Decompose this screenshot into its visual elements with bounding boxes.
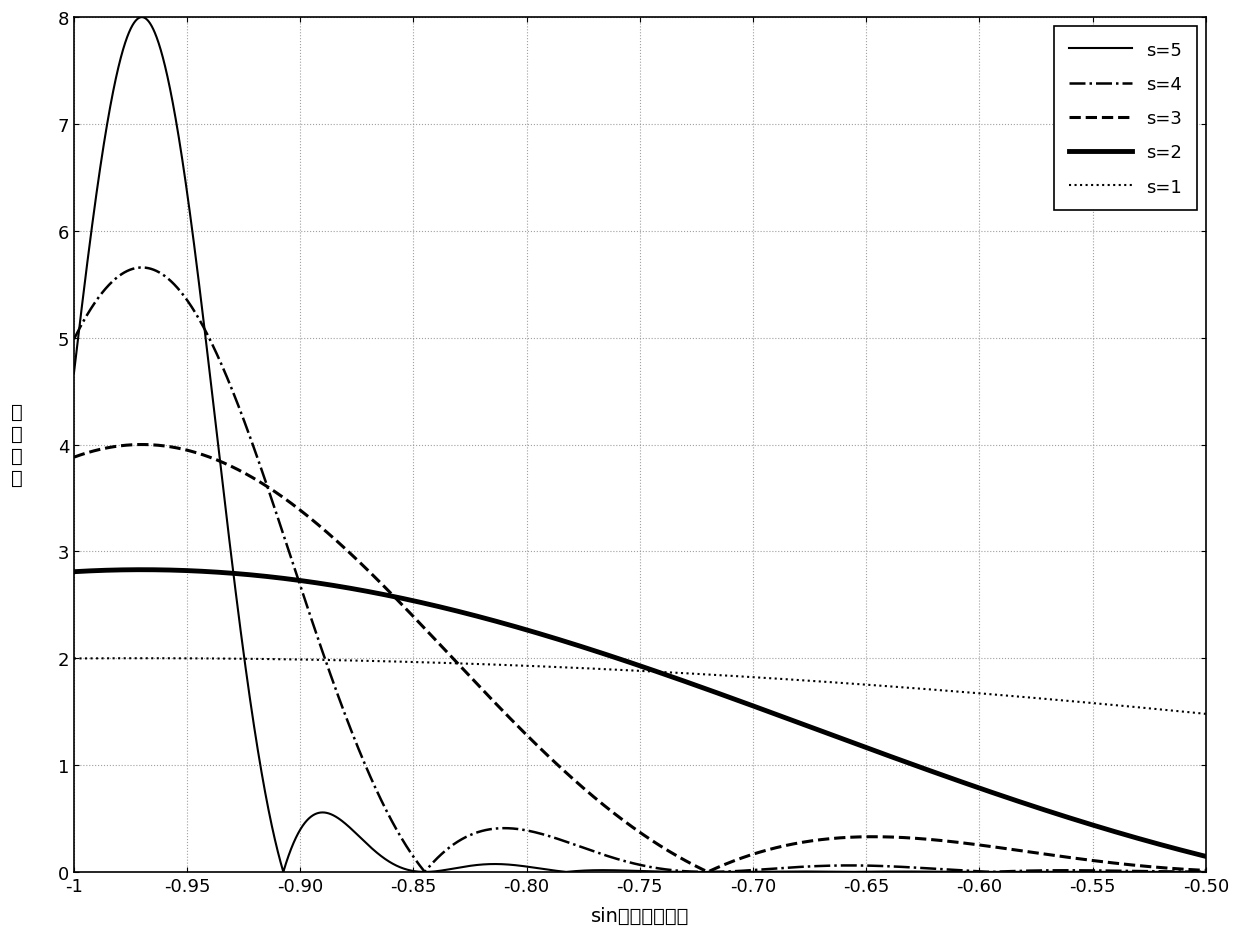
s=2 — [67, 566, 82, 578]
s=2 — [134, 564, 149, 576]
s=4 — [737, 865, 751, 876]
s=3 — [906, 833, 921, 844]
s=1 — [67, 653, 82, 665]
Line: s=3: s=3 — [74, 445, 1205, 872]
s=5 — [476, 859, 491, 870]
s=4 — [906, 862, 921, 873]
s=1 — [966, 687, 981, 698]
s=1 — [1198, 709, 1213, 720]
s=3 — [124, 440, 139, 451]
s=4 — [124, 265, 139, 276]
s=4 — [1198, 866, 1213, 877]
s=5 — [124, 23, 139, 35]
s=3 — [67, 452, 82, 463]
X-axis label: sin（物理角度）: sin（物理角度） — [590, 906, 689, 925]
s=2 — [476, 613, 491, 624]
s=3 — [134, 439, 149, 450]
s=3 — [786, 839, 801, 850]
s=2 — [966, 781, 981, 792]
s=2 — [786, 715, 801, 726]
s=4 — [476, 825, 491, 836]
s=3 — [701, 867, 715, 878]
s=3 — [476, 686, 491, 697]
s=2 — [124, 564, 139, 576]
Y-axis label: 波
束
增
益: 波 束 增 益 — [11, 402, 22, 488]
s=1 — [134, 653, 149, 665]
Legend: s=5, s=4, s=3, s=2, s=1: s=5, s=4, s=3, s=2, s=1 — [1054, 27, 1197, 211]
s=1 — [905, 682, 920, 694]
s=1 — [737, 671, 751, 682]
s=4 — [67, 334, 82, 345]
s=5 — [134, 12, 149, 23]
Line: s=1: s=1 — [74, 659, 1205, 714]
s=3 — [966, 839, 981, 850]
s=2 — [905, 759, 920, 770]
Line: s=4: s=4 — [74, 269, 1205, 872]
s=5 — [1198, 867, 1213, 878]
s=1 — [124, 653, 139, 665]
s=3 — [737, 852, 751, 863]
s=5 — [786, 866, 801, 877]
Line: s=5: s=5 — [74, 18, 1205, 872]
s=1 — [786, 674, 801, 685]
s=4 — [134, 263, 149, 274]
s=5 — [701, 867, 715, 878]
s=5 — [67, 368, 82, 379]
s=4 — [966, 866, 981, 877]
s=5 — [737, 867, 751, 878]
Line: s=2: s=2 — [74, 570, 1205, 856]
s=3 — [1198, 865, 1213, 876]
s=2 — [1198, 851, 1213, 862]
s=1 — [476, 659, 491, 670]
s=2 — [737, 697, 751, 709]
s=5 — [906, 866, 921, 877]
s=4 — [701, 867, 715, 878]
s=4 — [786, 862, 801, 873]
s=5 — [966, 867, 981, 878]
